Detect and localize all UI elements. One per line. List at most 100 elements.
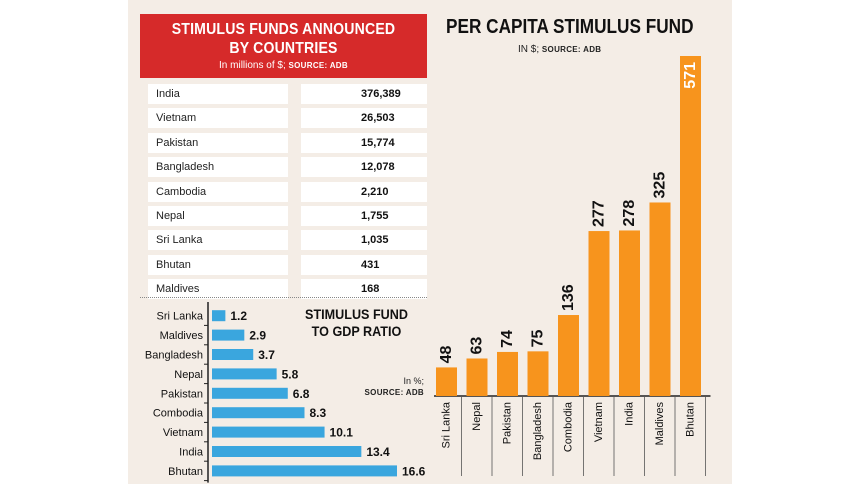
gdp-value-label: 8.3 — [310, 406, 327, 420]
per-capita-bar — [558, 315, 579, 396]
per-capita-value-label: 571 — [682, 62, 699, 89]
infographic: STIMULUS FUNDS ANNOUNCED BY COUNTRIES In… — [128, 0, 732, 484]
per-capita-bar — [527, 351, 549, 396]
gdp-bar — [212, 465, 397, 477]
table-cell-country: Pakistan — [148, 132, 288, 153]
gdp-value-label: 13.4 — [366, 445, 390, 459]
per-capita-category-label: Bangladesh — [532, 402, 544, 460]
per-capita-bar — [436, 367, 457, 396]
per-capita-bar — [649, 202, 671, 396]
gdp-category-label: Bangladesh — [145, 350, 203, 362]
per-capita-category-label: Maldives — [654, 402, 666, 446]
per-capita-chart: 48 Sri Lanka 63 Nepal 74 Pakistan 75 Bangladesh… — [434, 56, 711, 476]
per-capita-bar — [466, 358, 488, 396]
gdp-unit-label: In %; — [403, 376, 424, 386]
gdp-bar — [212, 310, 226, 322]
section-divider — [140, 297, 427, 298]
table-header: STIMULUS FUNDS ANNOUNCED BY COUNTRIES In… — [140, 14, 427, 78]
per-capita-value-label: 136 — [560, 284, 577, 311]
table-row: India 376,389 — [140, 82, 427, 106]
per-capita-unit-label: IN $; — [518, 44, 540, 55]
per-capita-bar — [680, 56, 701, 396]
table-title: STIMULUS FUNDS ANNOUNCED BY COUNTRIES — [171, 21, 396, 57]
per-capita-category-label: India — [624, 401, 636, 426]
per-capita-value-label: 278 — [621, 200, 638, 227]
per-capita-category-label: Sri Lanka — [441, 401, 453, 448]
gdp-value-label: 1.2 — [230, 309, 247, 323]
gdp-source: SOURCE: ADB — [364, 388, 424, 397]
table-cell-country: Maldives — [148, 279, 288, 300]
gdp-value-label: 6.8 — [293, 387, 310, 401]
table-cell-value: 1,035 — [301, 230, 427, 251]
per-capita-value-label: 48 — [438, 346, 455, 364]
per-capita-bar — [619, 230, 640, 396]
table-cell-country: Bhutan — [148, 254, 288, 275]
gdp-ratio-chart: Sri Lanka 1.2 Maldives 2.9 Bangladesh 3.7 Nepa… — [145, 302, 426, 483]
per-capita-category-label: Pakistan — [502, 402, 514, 444]
per-capita-bar — [497, 351, 518, 396]
gdp-bar — [212, 387, 288, 399]
stimulus-table: India 376,389 Vietnam 26,503 Pakistan 15… — [140, 82, 427, 302]
gdp-category-label: India — [179, 447, 204, 459]
gdp-bar — [212, 407, 305, 419]
per-capita-value-label: 75 — [530, 329, 547, 347]
table-unit-label: In millions of $; — [219, 60, 286, 71]
gdp-value-label: 10.1 — [330, 426, 354, 440]
table-cell-value: 376,389 — [301, 84, 427, 104]
table-cell-value: 15,774 — [301, 132, 427, 153]
per-capita-category-label: Bhutan — [685, 402, 697, 437]
table-row: Sri Lanka 1,035 — [140, 228, 427, 252]
table-cell-value: 26,503 — [301, 108, 427, 129]
per-capita-category-label: Vietnam — [593, 402, 605, 442]
gdp-bar — [212, 368, 277, 380]
gdp-bar — [212, 426, 325, 438]
gdp-value-label: 3.7 — [258, 348, 275, 362]
per-capita-category-label: Combodia — [563, 401, 575, 452]
gdp-value-label: 2.9 — [249, 329, 266, 343]
gdp-category-label: Vietnam — [163, 427, 203, 439]
per-capita-value-label: 63 — [469, 337, 486, 355]
gdp-category-label: Nepal — [174, 369, 203, 381]
gdp-category-label: Bhutan — [168, 466, 203, 478]
table-row: Cambodia 2,210 — [140, 180, 427, 204]
per-capita-value-label: 325 — [652, 172, 669, 199]
table-row: Bhutan 431 — [140, 253, 427, 277]
table-row: Vietnam 26,503 — [140, 106, 427, 130]
per-capita-chart-subtitle: IN $; SOURCE: ADB — [518, 44, 601, 55]
table-cell-value: 431 — [301, 254, 427, 275]
table-row: Pakistan 15,774 — [140, 131, 427, 155]
per-capita-source: SOURCE: ADB — [541, 45, 602, 54]
gdp-category-label: Maldives — [160, 330, 204, 342]
gdp-bar — [212, 329, 245, 341]
table-row: Nepal 1,755 — [140, 204, 427, 228]
table-cell-country: Sri Lanka — [148, 230, 288, 251]
per-capita-bar — [588, 231, 610, 396]
table-subtitle: In millions of $; SOURCE: ADB — [140, 60, 427, 71]
table-row: Bangladesh 12,078 — [140, 155, 427, 179]
gdp-chart-subtitle: In %; SOURCE: ADB — [364, 376, 424, 398]
table-cell-country: Bangladesh — [148, 157, 288, 178]
table-source: SOURCE: ADB — [288, 61, 348, 70]
gdp-category-label: Pakistan — [161, 388, 203, 400]
table-cell-value: 168 — [301, 279, 427, 300]
gdp-category-label: Sri Lanka — [157, 311, 204, 323]
table-cell-value: 1,755 — [301, 205, 427, 226]
table-row: Maldives 168 — [140, 277, 427, 301]
gdp-chart-title: STIMULUS FUND TO GDP RATIO — [305, 306, 408, 339]
table-cell-value: 2,210 — [301, 181, 427, 202]
table-cell-country: Vietnam — [148, 108, 288, 129]
gdp-bar — [212, 446, 362, 457]
per-capita-category-label: Nepal — [471, 402, 483, 431]
table-cell-value: 12,078 — [301, 157, 427, 178]
gdp-value-label: 16.6 — [402, 464, 426, 478]
table-cell-country: Nepal — [148, 205, 288, 226]
per-capita-chart-title: PER CAPITA STIMULUS FUND — [446, 16, 694, 38]
per-capita-value-label: 277 — [591, 200, 608, 227]
table-cell-country: India — [148, 84, 288, 104]
gdp-bar — [212, 349, 254, 360]
gdp-value-label: 5.8 — [282, 367, 299, 381]
gdp-category-label: Combodia — [153, 408, 204, 420]
table-cell-country: Cambodia — [148, 181, 288, 202]
per-capita-value-label: 74 — [499, 330, 516, 348]
